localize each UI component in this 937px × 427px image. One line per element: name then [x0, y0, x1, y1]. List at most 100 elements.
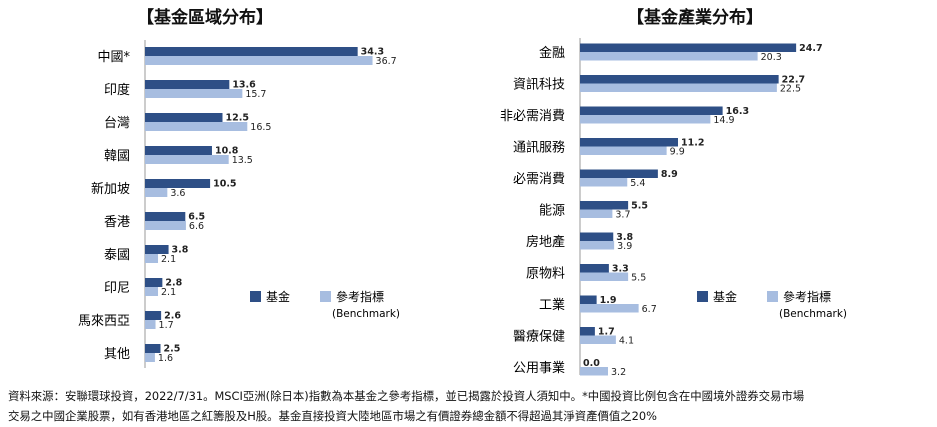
fund-value-label: 6.5	[188, 212, 205, 223]
legend-fund-label: 基金	[266, 289, 290, 304]
fund-bar	[580, 232, 614, 241]
category-label: 新加坡	[91, 181, 130, 197]
benchmark-bar	[145, 287, 159, 296]
legend-benchmark-label: 參考指標	[783, 289, 831, 304]
benchmark-bar	[580, 178, 628, 187]
benchmark-bar	[145, 221, 186, 230]
fund-value-label: 2.5	[164, 344, 181, 355]
fund-value-label: 24.7	[799, 43, 822, 54]
fund-value-label: 11.2	[681, 138, 704, 149]
legend-fund-swatch	[250, 291, 261, 302]
benchmark-value-label: 15.7	[245, 89, 266, 100]
fund-value-label: 0.0	[583, 358, 600, 369]
benchmark-bar	[580, 209, 613, 218]
legend-fund-label: 基金	[713, 289, 737, 304]
fund-bar	[580, 75, 779, 84]
benchmark-value-label: 22.5	[780, 84, 801, 95]
benchmark-value-label: 6.7	[642, 304, 657, 315]
category-label: 必需消費	[513, 172, 565, 187]
fund-value-label: 3.3	[612, 264, 629, 275]
fund-value-label: 10.8	[215, 146, 239, 157]
benchmark-value-label: 5.5	[631, 273, 646, 284]
benchmark-bar	[145, 188, 168, 197]
fund-bar	[145, 311, 162, 320]
category-label: 台灣	[104, 116, 130, 131]
benchmark-bar	[580, 83, 777, 92]
fund-bar	[580, 169, 658, 178]
chart-title: 【基金產業分布】	[627, 7, 763, 28]
benchmark-value-label: 3.9	[617, 241, 632, 252]
category-label: 房地產	[526, 234, 565, 250]
category-label: 中國*	[97, 50, 130, 65]
fund-bar	[580, 295, 597, 304]
category-label: 通訊服務	[513, 141, 565, 156]
footnote-line-2: 交易之中國企業股票，如有香港地區之紅籌股及H股。基金直接投資大陸地區市場之有價證…	[8, 409, 657, 423]
benchmark-value-label: 5.4	[630, 178, 645, 189]
fund-bar	[580, 138, 678, 147]
benchmark-bar	[580, 52, 758, 61]
benchmark-value-label: 9.9	[670, 147, 685, 158]
fund-bar	[580, 201, 629, 210]
chart-title: 【基金區域分布】	[137, 7, 273, 28]
fund-value-label: 5.5	[631, 201, 648, 212]
category-label: 原物料	[526, 267, 565, 282]
benchmark-bar	[580, 367, 608, 376]
fund-value-label: 10.5	[213, 179, 236, 190]
fund-bar	[145, 179, 211, 188]
benchmark-value-label: 1.6	[158, 353, 173, 364]
category-label: 資訊科技	[513, 78, 565, 93]
benchmark-value-label: 3.2	[611, 367, 626, 378]
fund-bar	[580, 264, 609, 273]
category-label: 能源	[539, 204, 565, 219]
benchmark-value-label: 6.6	[189, 221, 204, 232]
fund-bar	[145, 212, 186, 221]
category-label: 印度	[104, 82, 130, 98]
fund-bar	[145, 80, 230, 89]
category-label: 印尼	[104, 281, 130, 296]
legend-benchmark-sublabel: (Benchmark)	[779, 308, 847, 320]
benchmark-bar	[580, 272, 629, 281]
fund-bar	[580, 327, 595, 336]
benchmark-value-label: 4.1	[619, 336, 634, 347]
benchmark-value-label: 2.1	[161, 287, 176, 298]
fund-bar	[145, 47, 358, 56]
benchmark-value-label: 1.7	[159, 320, 174, 331]
legend-benchmark-swatch	[320, 291, 331, 302]
legend-fund-swatch	[697, 291, 708, 302]
fund-value-label: 1.7	[598, 327, 615, 338]
benchmark-bar	[580, 335, 616, 344]
benchmark-bar	[145, 122, 248, 131]
benchmark-bar	[580, 115, 711, 124]
benchmark-value-label: 2.1	[161, 254, 176, 265]
fund-bar	[145, 278, 163, 287]
benchmark-value-label: 36.7	[376, 56, 397, 67]
category-label: 醫療保健	[513, 330, 565, 345]
benchmark-bar	[580, 304, 639, 313]
fund-value-label: 1.9	[600, 295, 617, 306]
fund-bar	[145, 245, 169, 254]
fund-value-label: 22.7	[782, 75, 805, 86]
fund-value-label: 2.6	[164, 311, 181, 322]
footnote: 資料來源：安聯環球投資，2022/7/31。MSCI亞洲(除日本)指數為本基金之…	[8, 386, 933, 426]
category-label: 非必需消費	[500, 109, 565, 124]
category-label: 其他	[104, 347, 130, 362]
benchmark-bar	[145, 353, 155, 362]
benchmark-bar	[145, 254, 159, 263]
benchmark-value-label: 20.3	[761, 52, 782, 63]
benchmark-bar	[145, 320, 156, 329]
fund-value-label: 2.8	[165, 278, 182, 289]
legend-benchmark-swatch	[767, 291, 778, 302]
fund-value-label: 3.8	[616, 232, 633, 243]
benchmark-bar	[580, 146, 667, 155]
category-label: 馬來西亞	[78, 314, 130, 329]
fund-value-label: 8.9	[661, 169, 678, 180]
benchmark-bar	[145, 155, 229, 164]
fund-value-label: 16.3	[726, 106, 749, 117]
fund-value-label: 3.8	[172, 245, 189, 256]
fund-bar	[580, 106, 723, 115]
fund-value-label: 12.5	[226, 113, 249, 124]
region-distribution-chart: 【基金區域分布】中國* 34.336.7 印度 13.615.7 台灣 12.516.5 韓…	[78, 7, 400, 368]
benchmark-bar	[580, 241, 615, 250]
benchmark-value-label: 14.9	[713, 115, 734, 126]
legend-benchmark-label: 參考指標	[336, 289, 384, 304]
